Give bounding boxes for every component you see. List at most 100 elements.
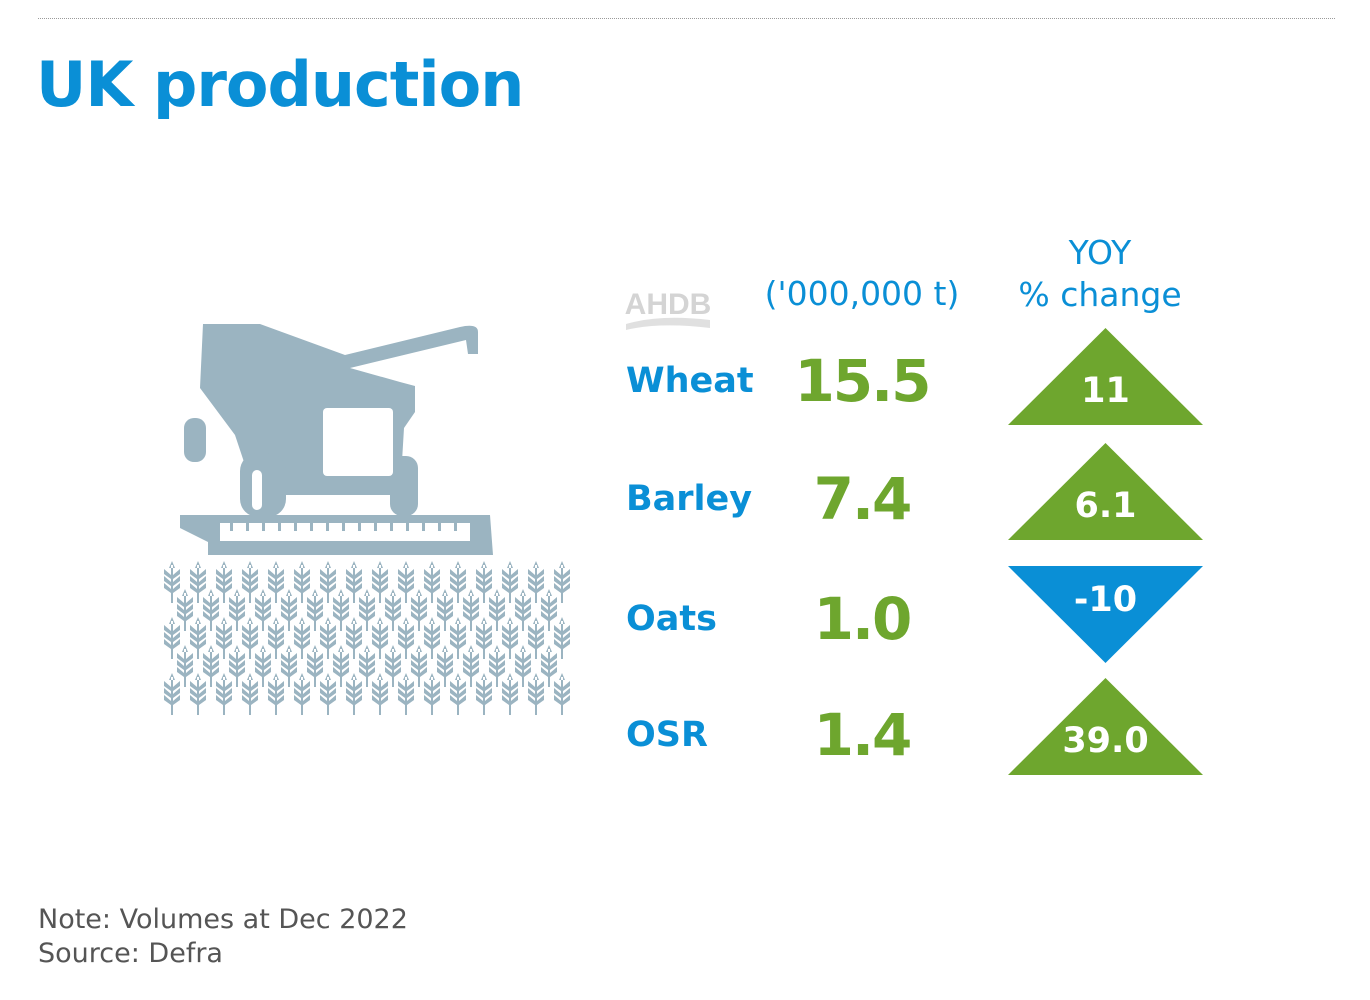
wheat-stalk-icon: [398, 617, 414, 659]
top-divider: [38, 18, 1335, 19]
volume-header: ('000,000 t): [764, 274, 960, 313]
wheat-stalk-icon: [190, 673, 206, 715]
wheat-stalk-icon: [307, 589, 323, 631]
wheat-stalk-icon: [554, 617, 570, 659]
header-tooth: [262, 523, 265, 531]
wheat-stalk-icon: [281, 589, 297, 631]
wheat-stalk-icon: [164, 673, 180, 715]
wheat-stalk-icon: [320, 617, 336, 659]
wheat-stalk-icon: [359, 645, 375, 687]
wheat-stalk-icon: [294, 673, 310, 715]
wheat-stalk-icon: [424, 673, 440, 715]
wheat-stalk-icon: [190, 561, 206, 603]
wheat-stalk-icon: [398, 673, 414, 715]
wheat-stalk-icon: [424, 617, 440, 659]
source-text: Source: Defra: [38, 938, 223, 969]
wheat-stalk-icon: [333, 589, 349, 631]
ahdb-logo: AHDB: [625, 288, 712, 330]
header-tooth: [406, 523, 409, 531]
wheat-stalk-icon: [372, 617, 388, 659]
wheat-stalk-icon: [177, 645, 193, 687]
down-triangle-icon: -10: [1008, 566, 1203, 663]
header-tooth: [294, 523, 297, 531]
header-tooth: [438, 523, 441, 531]
wheat-stalk-icon: [242, 617, 258, 659]
wheat-stalk-icon: [216, 617, 232, 659]
wheat-stalk-icon: [385, 589, 401, 631]
wheat-stalk-icon: [437, 645, 453, 687]
wheat-stalk-icon: [463, 645, 479, 687]
wheat-stalk-icon: [255, 645, 271, 687]
wheat-stalk-icon: [450, 561, 466, 603]
volume-value: 7.4: [813, 465, 913, 533]
wheat-stalk-icon: [476, 673, 492, 715]
yoy-header-line2: % change: [1018, 275, 1182, 314]
wheat-stalk-icon: [359, 589, 375, 631]
up-triangle-icon: 6.1: [1008, 443, 1203, 540]
wheat-stalk-icon: [203, 645, 219, 687]
yoy-header-line1: YOY: [1068, 233, 1132, 272]
header-tooth: [422, 523, 425, 531]
wheat-stalk-icon: [216, 561, 232, 603]
page-title: UK production: [36, 48, 524, 121]
note-text: Note: Volumes at Dec 2022: [38, 904, 408, 935]
crop-label: Barley: [626, 479, 753, 519]
header-tooth: [310, 523, 313, 531]
wheat-stalk-icon: [294, 561, 310, 603]
wheat-stalk-icon: [385, 645, 401, 687]
wheat-stalk-icon: [554, 561, 570, 603]
wheat-stalk-icon: [398, 561, 414, 603]
wheat-stalk-icon: [489, 589, 505, 631]
wheat-stalk-icon: [502, 561, 518, 603]
wheat-stalk-icon: [294, 617, 310, 659]
wheat-stalk-icon: [450, 617, 466, 659]
wheat-stalk-icon: [502, 617, 518, 659]
wheat-stalk-icon: [346, 617, 362, 659]
wheat-stalk-icon: [424, 561, 440, 603]
header-tooth: [342, 523, 345, 531]
header-tooth: [358, 523, 361, 531]
wheat-stalk-icon: [528, 617, 544, 659]
wheat-stalk-icon: [177, 589, 193, 631]
wheat-stalk-icon: [372, 673, 388, 715]
yoy-value: 6.1: [1074, 486, 1137, 526]
wheat-stalk-icon: [164, 561, 180, 603]
wheat-stalk-icon: [502, 673, 518, 715]
wheat-stalk-icon: [307, 645, 323, 687]
yoy-value: -10: [1073, 580, 1138, 620]
svg-text:AHDB: AHDB: [625, 288, 712, 321]
up-triangle-icon: 39.0: [1008, 678, 1203, 775]
volume-value: 15.5: [794, 347, 931, 415]
wheat-stalk-icon: [242, 673, 258, 715]
up-triangle-icon: 11: [1008, 328, 1203, 425]
crop-label: Oats: [626, 599, 717, 639]
wheat-stalk-icon: [229, 589, 245, 631]
wheat-stalk-icon: [528, 673, 544, 715]
wheat-stalk-icon: [268, 561, 284, 603]
yoy-value: 11: [1081, 371, 1130, 411]
volume-value: 1.4: [813, 701, 913, 769]
wheat-stalk-icon: [281, 645, 297, 687]
wheat-stalk-icon: [411, 645, 427, 687]
wheat-stalk-icon: [268, 673, 284, 715]
crop-label: OSR: [626, 715, 708, 755]
header-tooth: [326, 523, 329, 531]
wheat-stalk-icon: [528, 561, 544, 603]
wheat-stalk-icon: [437, 589, 453, 631]
combine-harvester-icon: [164, 324, 570, 715]
wheat-stalk-icon: [476, 617, 492, 659]
wheat-stalk-icon: [489, 645, 505, 687]
header-tooth: [390, 523, 393, 531]
wheat-stalk-icon: [216, 673, 232, 715]
volume-value: 1.0: [813, 585, 913, 653]
wheat-stalk-icon: [346, 561, 362, 603]
wheat-stalk-icon: [372, 561, 388, 603]
wheat-stalk-icon: [346, 673, 362, 715]
wheat-stalk-icon: [320, 561, 336, 603]
wheat-stalk-icon: [515, 589, 531, 631]
wheat-stalk-icon: [203, 589, 219, 631]
header-tooth: [246, 523, 249, 531]
header-tooth: [374, 523, 377, 531]
yoy-value: 39.0: [1062, 721, 1149, 761]
wheat-stalk-icon: [450, 673, 466, 715]
